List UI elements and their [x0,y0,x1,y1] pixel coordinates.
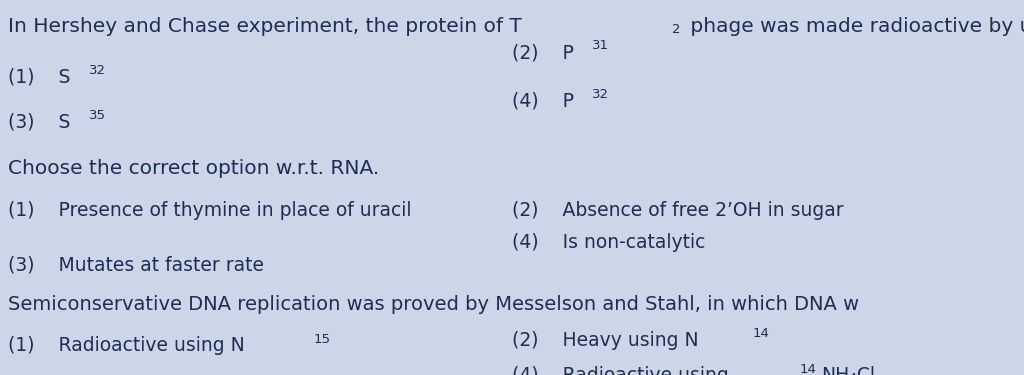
Text: Choose the correct option w.r.t. RNA.: Choose the correct option w.r.t. RNA. [8,159,380,178]
Text: (1)    Presence of thymine in place of uracil: (1) Presence of thymine in place of urac… [8,201,412,220]
Text: 15: 15 [313,333,331,346]
Text: (4)    Radioactive using: (4) Radioactive using [512,366,735,375]
Text: (2)    Absence of free 2’OH in sugar: (2) Absence of free 2’OH in sugar [512,201,844,220]
Text: (3)    S: (3) S [8,112,71,132]
Text: 14: 14 [753,327,770,340]
Text: 32: 32 [89,64,105,77]
Text: 2: 2 [672,23,681,36]
Text: (1)    S: (1) S [8,68,71,87]
Text: (4)    P: (4) P [512,92,574,111]
Text: 31: 31 [592,39,609,53]
Text: phage was made radioactive by us: phage was made radioactive by us [684,17,1024,36]
Text: (1)    Radioactive using N: (1) Radioactive using N [8,336,245,356]
Text: In Hershey and Chase experiment, the protein of T: In Hershey and Chase experiment, the pro… [8,17,522,36]
Text: (4)    Is non-catalytic: (4) Is non-catalytic [512,233,706,252]
Text: Semiconservative DNA replication was proved by Messelson and Stahl, in which DNA: Semiconservative DNA replication was pro… [8,295,859,314]
Text: (2)    Heavy using N: (2) Heavy using N [512,331,698,350]
Text: NH₄Cl: NH₄Cl [821,366,876,375]
Text: (2)    P: (2) P [512,43,573,62]
Text: (3)    Mutates at faster rate: (3) Mutates at faster rate [8,256,264,275]
Text: 14: 14 [800,363,816,375]
Text: 32: 32 [592,88,609,101]
Text: 35: 35 [89,109,105,122]
